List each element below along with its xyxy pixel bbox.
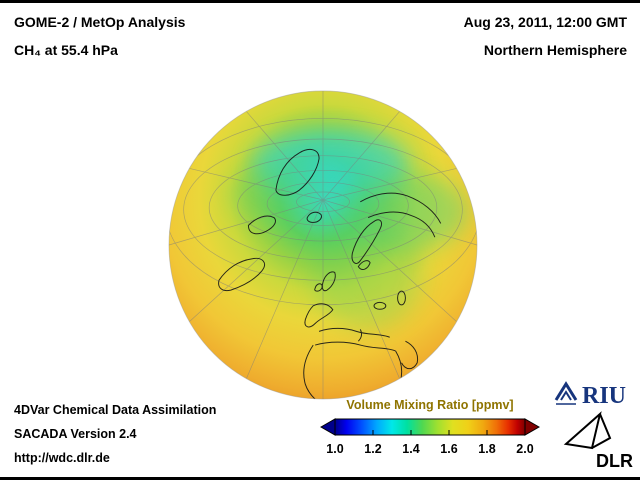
version-label: SACADA Version 2.4 [14,427,137,441]
colorbar-tick-marks [334,430,526,435]
colorbar-under-arrow [319,418,336,436]
colorbar-title: Volume Mixing Ratio [ppmv] [346,398,514,412]
coastline-path [357,260,371,270]
coastline-path [351,219,382,264]
colorbar-over-arrow [524,418,541,436]
riu-logo-chevron [554,381,578,401]
riu-logo-svg: RIU [554,381,626,409]
footer-credits: 4DVar Chemical Data Assimilation SACADA … [14,398,216,470]
datetime-label: Aug 23, 2011, 12:00 GMT [463,14,627,30]
globe-container [166,88,480,402]
coastline-path [275,148,320,196]
bottom-border-bar [0,477,640,480]
colorbar-tick-label: 1.0 [326,442,344,456]
url-label: http://wdc.dlr.de [14,451,110,465]
colorbar-gradient-bar [319,418,541,442]
dlr-logo-svg: DLR [563,411,633,471]
dlr-logo: DLR [556,408,640,472]
header-right: Aug 23, 2011, 12:00 GMT Northern Hemisph… [464,8,627,64]
coastline-path [306,211,322,223]
coastline-path [247,215,276,235]
assimilation-label: 4DVar Chemical Data Assimilation [14,403,217,417]
colorbar-svg [319,418,541,436]
colorbar-rect [334,418,526,436]
globe-map [168,90,478,400]
coastline-path [401,340,419,370]
coastline-path [367,211,436,238]
coastline-path [315,341,396,352]
riu-logo-chevron-inner [560,390,572,401]
globe-limb [168,90,478,400]
coastlines [218,148,442,400]
graticule [168,90,478,400]
coastline-path [321,271,336,292]
coastline-path [218,257,265,292]
product-title: GOME-2 / MetOp Analysis [14,14,186,30]
dlr-emblem-wing-left [563,411,602,450]
colorbar-tick-label: 2.0 [516,442,534,456]
coastline-path [357,329,363,342]
riu-logo-text: RIU [582,383,626,409]
header-left: GOME-2 / MetOp Analysis CH₄ at 55.4 hPa [14,8,185,64]
dlr-emblem-wing-right [591,413,612,449]
colorbar-tick-label: 1.8 [478,442,496,456]
coastline-path [373,301,387,310]
coastline-path [304,303,334,328]
hemisphere-label: Northern Hemisphere [483,42,627,58]
colorbar: Volume Mixing Ratio [ppmv] [319,398,541,468]
colorbar-tick-labels: 1.0 1.2 1.4 1.6 1.8 2.0 [320,442,540,458]
ch4-field-patches [230,129,469,330]
top-border-bar [0,0,640,3]
coastline-path [397,290,406,306]
coastline-path [318,327,390,338]
colorbar-tick-label: 1.2 [364,442,382,456]
coastline-path [303,344,332,400]
dlr-logo-text: DLR [596,451,633,471]
riu-logo: RIU [552,376,636,410]
colorbar-tick-label: 1.6 [440,442,458,456]
coastline-path [314,283,323,292]
coastline-path [360,192,442,224]
species-level-label: CH₄ at 55.4 hPa [14,42,118,58]
colorbar-tick-label: 1.4 [402,442,420,456]
